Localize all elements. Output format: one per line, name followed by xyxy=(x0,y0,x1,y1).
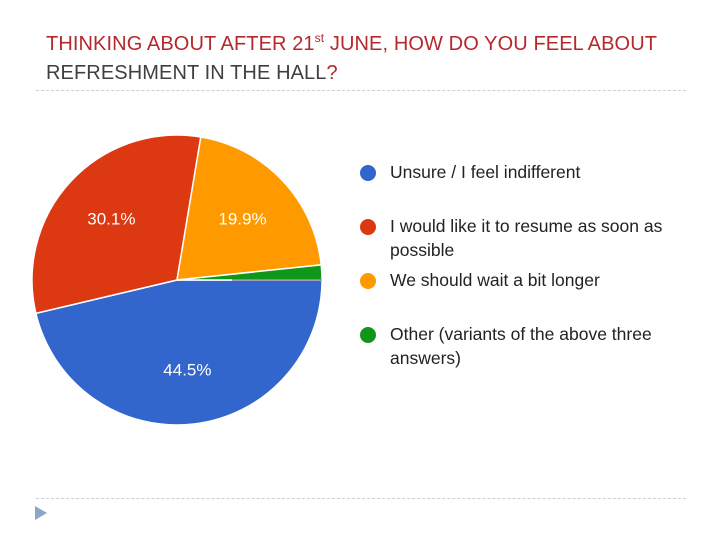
title-superscript: st xyxy=(314,31,325,45)
legend-label: Unsure / I feel indifferent xyxy=(390,162,581,182)
slice-value-label: 44.5% xyxy=(163,360,211,379)
legend-swatch xyxy=(360,327,376,343)
slice-value-label: 30.1% xyxy=(87,210,135,229)
legend-swatch xyxy=(360,165,376,181)
bottom-divider xyxy=(36,498,686,499)
pie-slice xyxy=(176,136,323,281)
title-text-part1: THINKING ABOUT AFTER 21 xyxy=(46,33,315,55)
title-text-part2: JUNE, HOW DO YOU FEEL ABOUT xyxy=(324,33,657,55)
top-divider xyxy=(36,90,686,91)
legend-label: I would like it to resume as soon as pos… xyxy=(390,216,663,260)
slice-value-label: 19.9% xyxy=(218,209,266,228)
pie-slice xyxy=(34,279,323,426)
legend-swatch xyxy=(360,273,376,289)
legend-label: We should wait a bit longer xyxy=(390,270,600,290)
legend-swatch xyxy=(360,219,376,235)
title-text-part4: ? xyxy=(326,62,338,84)
next-arrow-icon[interactable] xyxy=(34,505,48,521)
pie-slice xyxy=(31,134,202,315)
slide-title: THINKING ABOUT AFTER 21st JUNE, HOW DO Y… xyxy=(46,30,706,88)
legend-label: Other (variants of the above three answe… xyxy=(390,324,652,368)
title-text-part3: REFRESHMENT IN THE HALL xyxy=(46,62,327,84)
